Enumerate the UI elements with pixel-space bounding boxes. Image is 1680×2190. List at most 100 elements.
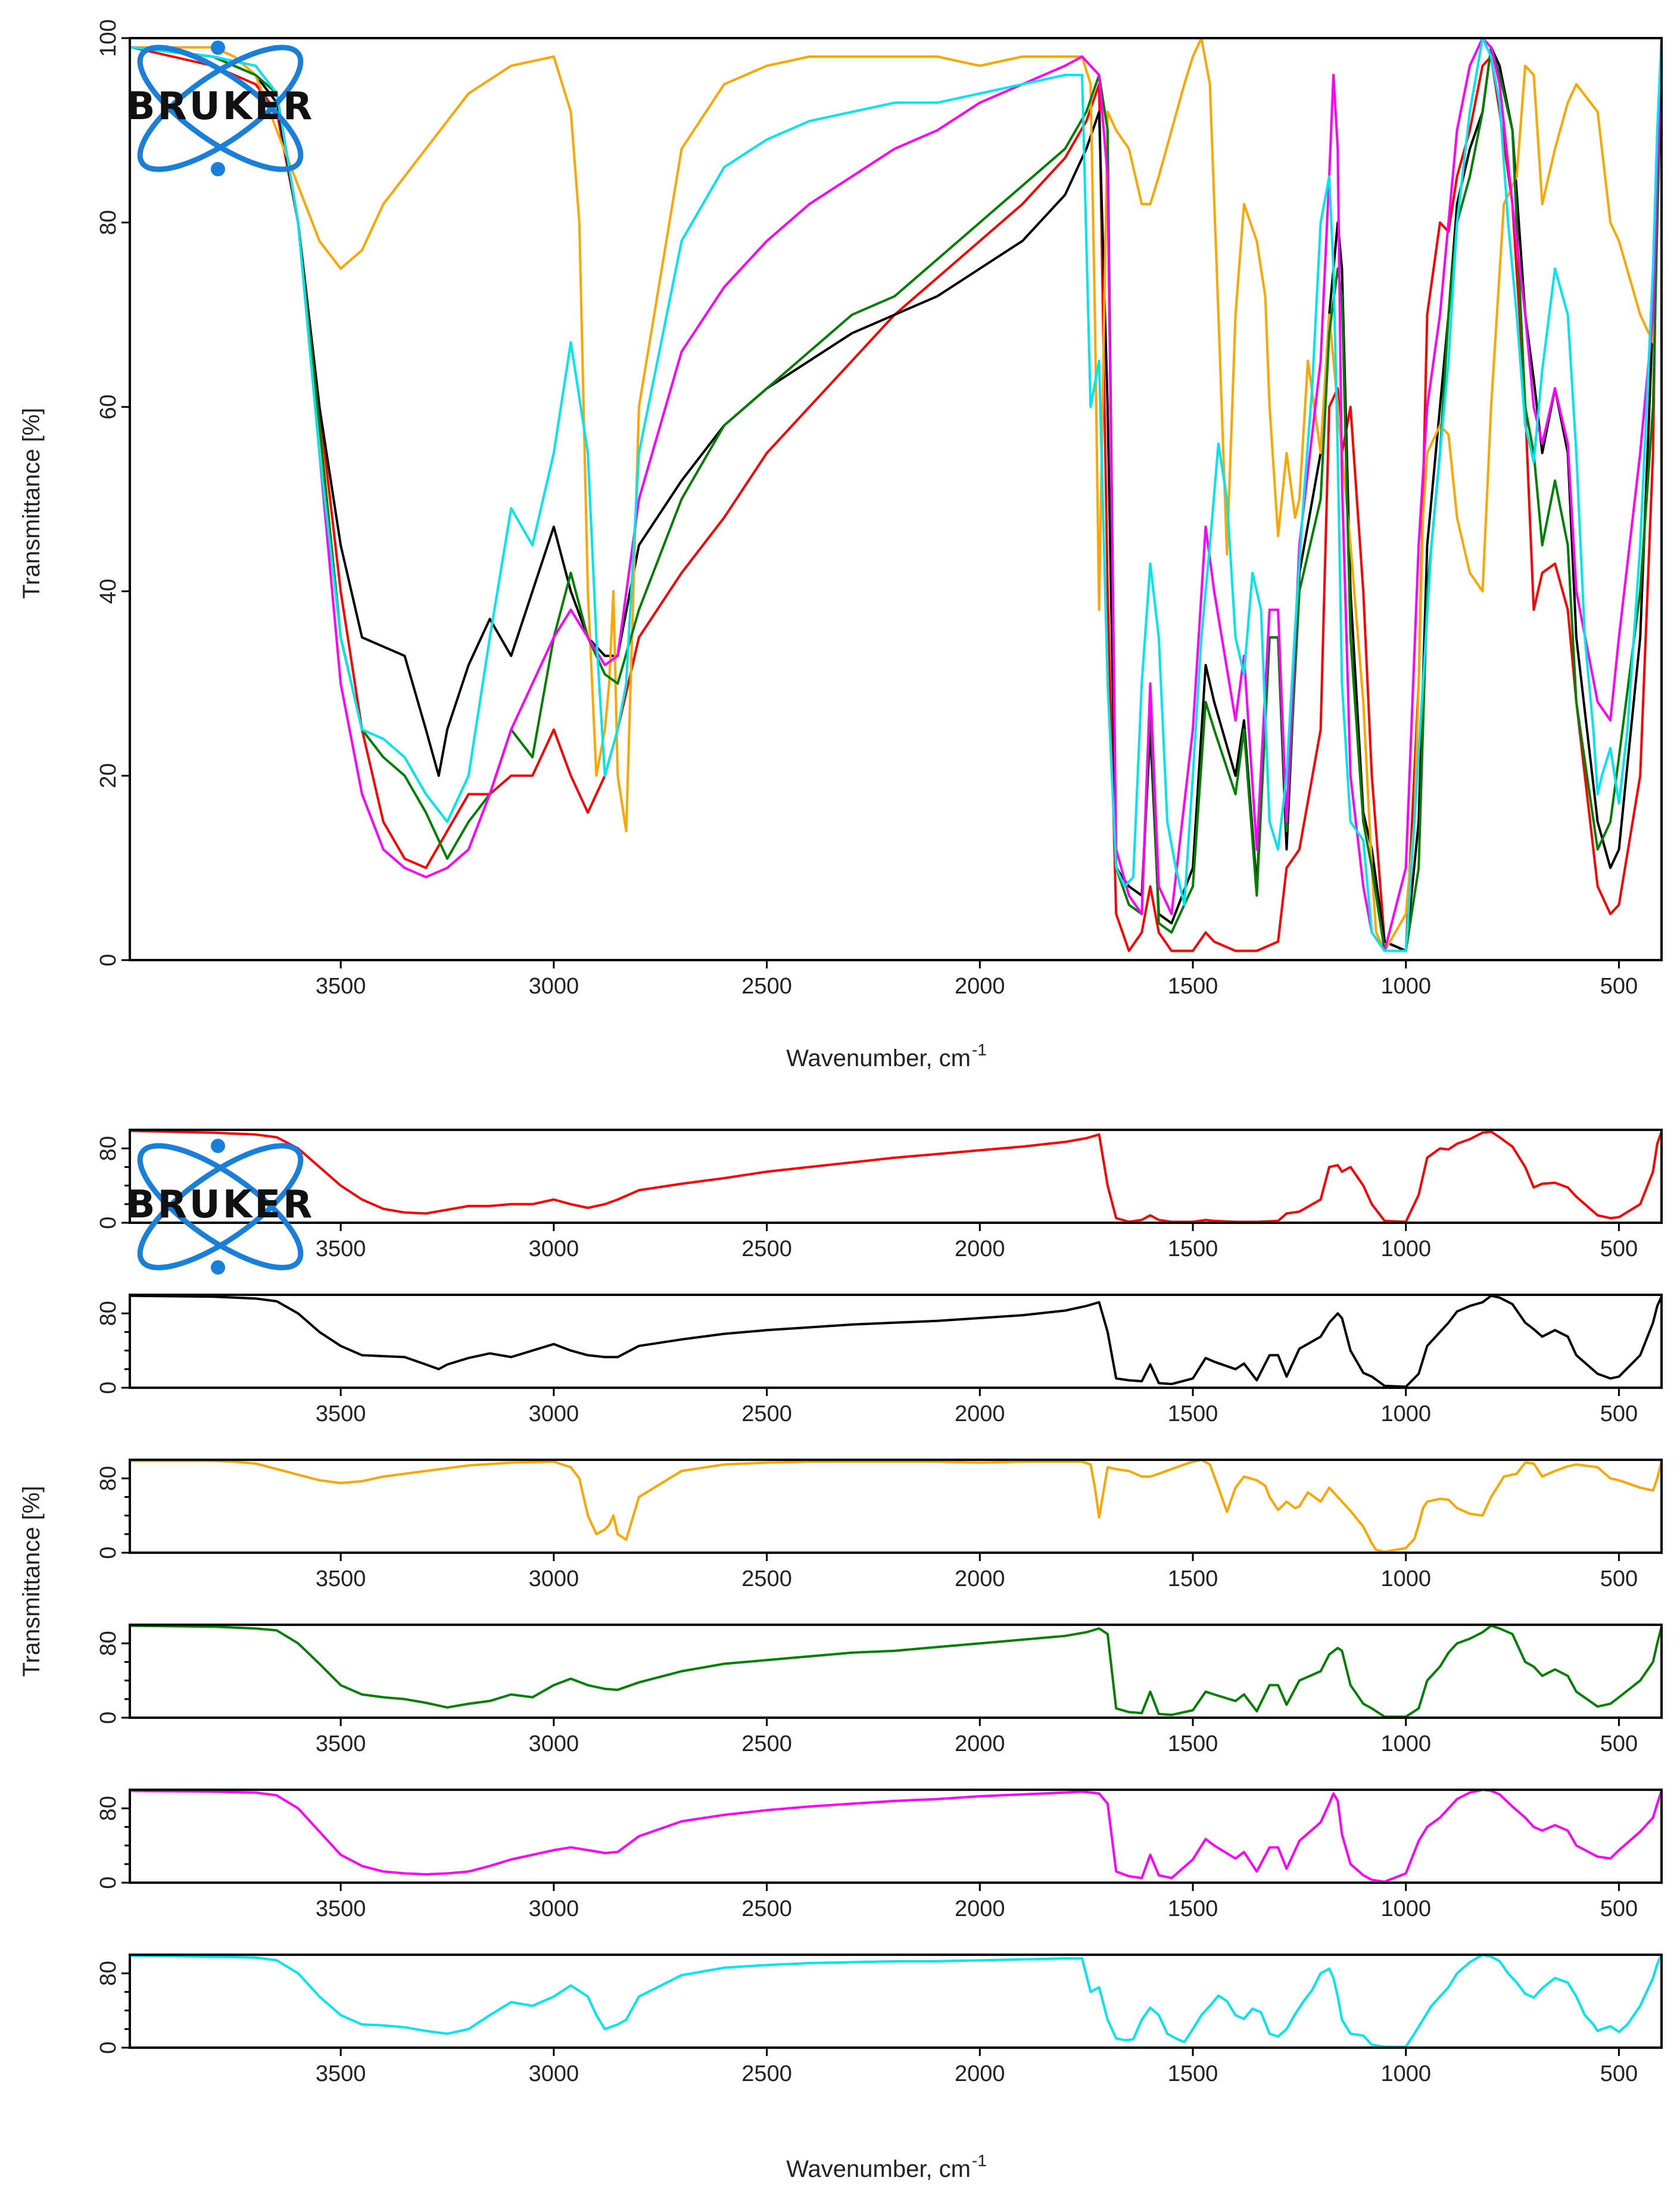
top-x-axis-label-sup: -1 [972,1041,987,1059]
top-x-axis-label: Wavenumber, cm [786,1045,971,1071]
bruker-logo-text: BRUKER [126,85,315,129]
y-tick-label: 20 [96,763,121,788]
x-tick-label: 3000 [529,1401,579,1426]
x-tick-label: 3000 [529,1566,579,1591]
series-cyan-line [130,1955,1662,2048]
panel-magenta-traces [130,1790,1662,1883]
bottom-x-axis-label: Wavenumber, cm [786,2156,971,2182]
x-tick-label: 2000 [955,1401,1005,1426]
x-tick-label: 3500 [316,2061,366,2086]
bottom-x-axis-label-sup: -1 [972,2151,987,2170]
panel-orange: 3500 3000 2500 2000 1500 1000 500 0 80 [96,1459,1663,1591]
overlay-panel-traces [130,38,1662,952]
x-tick-label: 3000 [529,974,579,999]
panel-orange-traces [130,1460,1662,1553]
x-tick-label: 2000 [955,1566,1005,1591]
y-tick-label: 0 [96,1711,121,1724]
x-tick-label: 2500 [741,1896,792,1921]
overlay-panel-frame [129,37,1663,961]
y-tick-label: 60 [96,394,121,419]
series-orange-line [130,38,1662,952]
panel-red-frame [129,1129,1663,1224]
y-tick-label: 80 [96,1631,121,1656]
y-tick-label: 80 [96,1466,121,1491]
x-tick-label: 3000 [529,2061,579,2086]
x-tick-label: 1000 [1380,1236,1431,1261]
panel-cyan-traces [130,1955,1662,2048]
logo-orbit-2 [137,1143,304,1270]
x-tick-label: 1000 [1380,1896,1431,1921]
y-tick-label: 0 [96,1876,121,1889]
x-tick-label: 1500 [1168,1566,1218,1591]
x-tick-label: 1000 [1380,1731,1431,1756]
x-tick-label: 500 [1600,1566,1638,1591]
x-tick-label: 2000 [955,974,1005,999]
x-tick-label: 2000 [955,1236,1005,1261]
x-tick-label: 1000 [1380,1401,1431,1426]
logo-electron-2 [211,162,225,176]
y-tick-label: 100 [96,19,121,57]
y-tick-label: 0 [96,1546,121,1559]
x-tick-label: 500 [1600,1731,1638,1756]
x-tick-label: 1500 [1168,1731,1218,1756]
y-tick-label: 0 [96,1381,121,1394]
y-tick-label: 80 [96,1796,121,1821]
x-tick-label: 1500 [1168,1401,1218,1426]
x-tick-label: 500 [1600,1401,1638,1426]
x-tick-label: 3500 [316,1731,366,1756]
x-tick-label: 500 [1600,1236,1638,1261]
stacked-spectra-charts: 3500 3000 2500 2000 1500 1000 500 0 80 3500 3000 25… [96,1129,1663,2086]
y-tick-label: 80 [96,210,121,235]
x-tick-label: 3500 [316,1236,366,1261]
x-tick-label: 3000 [529,1236,579,1261]
series-orange-line [130,1460,1662,1553]
bruker-logo-bottom: BRUKER [126,1139,315,1275]
x-tick-label: 2500 [741,1731,792,1756]
panel-orange-frame [129,1459,1663,1554]
x-tick-label: 2000 [955,2061,1005,2086]
x-tick-label: 3500 [316,1896,366,1921]
panel-green: 3500 3000 2500 2000 1500 1000 500 0 80 [96,1624,1663,1756]
x-tick-label: 3500 [316,974,366,999]
x-tick-label: 3000 [529,1731,579,1756]
logo-orbit-1 [137,45,304,172]
x-tick-label: 3000 [529,1896,579,1921]
top-x-axis-label-main: Wavenumber, cm [786,1045,971,1071]
bottom-y-axis-label: Transmittance [%] [18,1486,45,1677]
x-tick-label: 500 [1600,2061,1638,2086]
x-tick-label: 1500 [1168,974,1218,999]
panel-green-traces [130,1625,1662,1718]
y-tick-label: 80 [96,1136,121,1161]
y-tick-label: 80 [96,1961,121,1986]
x-tick-label: 2500 [741,1236,792,1261]
panel-black: 3500 3000 2500 2000 1500 1000 500 0 80 [96,1294,1663,1426]
series-magenta-line [130,38,1662,952]
series-green-line [130,1625,1662,1718]
overlay-panel: 3500 3000 2500 2000 1500 1000 500 0 20 40 60 80 100 [96,19,1663,999]
panel-cyan-frame [129,1954,1663,2049]
x-tick-label: 2500 [741,1401,792,1426]
overlay-spectra-chart: 3500 3000 2500 2000 1500 1000 500 0 20 40 60 80 100 [96,19,1663,999]
logo-orbit-2 [137,45,304,172]
x-tick-label: 1000 [1380,974,1431,999]
bruker-logo-text: BRUKER [126,1183,315,1227]
x-tick-label: 1500 [1168,1236,1218,1261]
x-tick-label: 500 [1600,974,1638,999]
series-magenta-line [130,1790,1662,1883]
logo-orbit-1 [137,1143,304,1270]
top-y-axis-label: Transmittance [%] [18,408,45,599]
x-tick-label: 2500 [741,2061,792,2086]
panel-magenta-frame [129,1789,1663,1884]
x-tick-label: 2500 [741,974,792,999]
y-tick-label: 0 [96,1216,121,1229]
panel-cyan: 3500 3000 2500 2000 1500 1000 500 0 80 [96,1954,1663,2086]
x-tick-label: 2000 [955,1896,1005,1921]
x-tick-label: 3500 [316,1401,366,1426]
panel-magenta: 3500 3000 2500 2000 1500 1000 500 0 80 [96,1789,1663,1921]
bottom-x-axis-label-main: Wavenumber, cm [786,2156,971,2182]
y-tick-label: 0 [96,954,121,966]
logo-electron-2 [211,1260,225,1275]
x-tick-label: 1000 [1380,1566,1431,1591]
y-tick-label: 40 [96,579,121,604]
